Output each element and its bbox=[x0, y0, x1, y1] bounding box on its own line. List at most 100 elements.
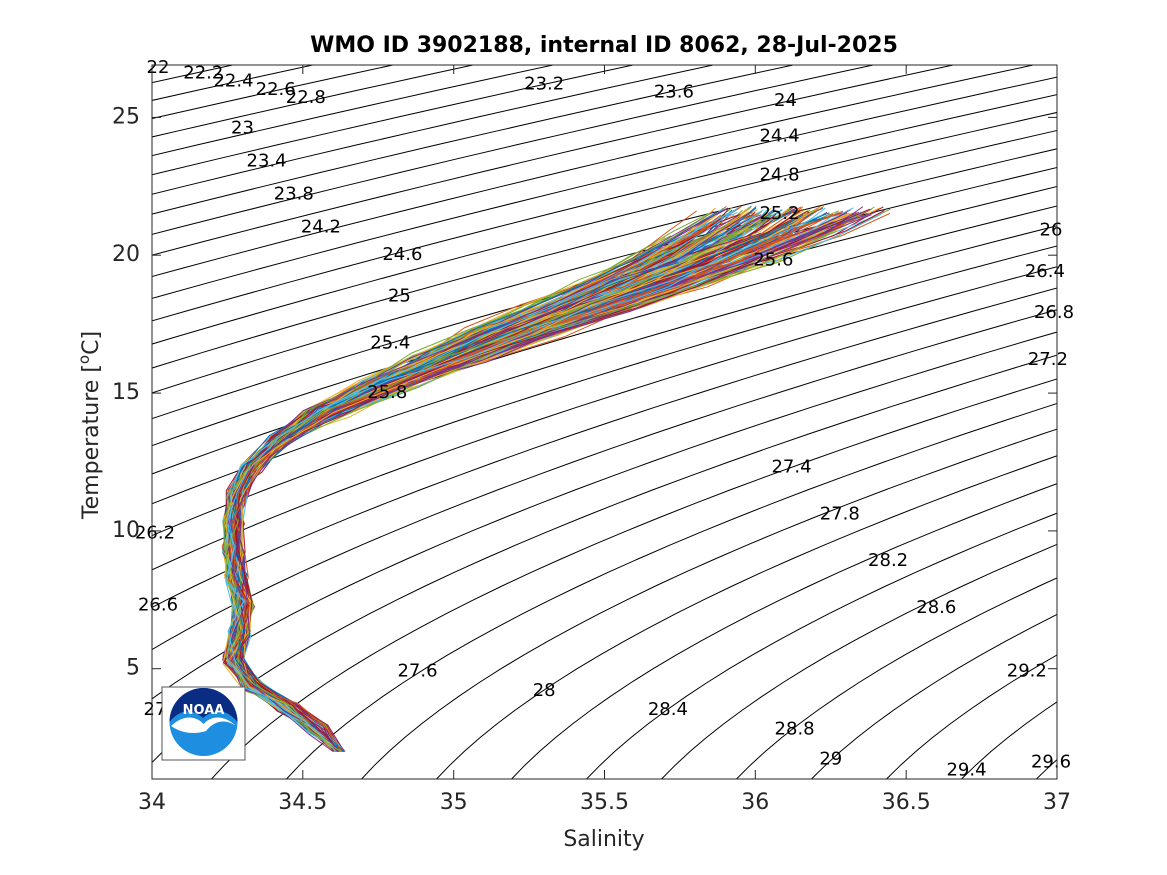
y-axis-label: Temperature [oC] bbox=[75, 331, 104, 520]
isopycnal-label: 24 bbox=[774, 90, 797, 111]
isopycnal-line bbox=[152, 354, 1057, 764]
profile-line bbox=[225, 279, 648, 752]
isopycnal-label: 27.2 bbox=[1028, 349, 1068, 370]
isopycnal-label: 22.2 bbox=[183, 62, 223, 83]
isopycnal-line bbox=[735, 577, 1057, 779]
isopycnal-label: 23.4 bbox=[247, 151, 287, 172]
isopycnal-line bbox=[152, 309, 1057, 651]
density-contour-labels: 22 22.222.4 22.622.8 23 23.2 23.4 23.6 23.8 24 24… bbox=[135, 57, 1074, 781]
noaa-logo-text: NOAA bbox=[183, 703, 225, 718]
isopycnal-label: 25.8 bbox=[367, 382, 407, 403]
isopycnal-label: 22.6 bbox=[256, 79, 296, 100]
isopycnal-label: 28.8 bbox=[775, 718, 815, 739]
y-axis-label-unit: C] bbox=[79, 331, 104, 355]
profile-line bbox=[235, 208, 870, 752]
isopycnal-label: 24.8 bbox=[759, 164, 799, 185]
isopycnal-label: 27 bbox=[144, 699, 167, 720]
isopycnal-line bbox=[152, 287, 1057, 608]
isopycnal-label: 26.8 bbox=[1034, 302, 1074, 323]
isopycnal-label: 28.6 bbox=[916, 597, 956, 618]
x-tick-label: 35 bbox=[440, 790, 468, 815]
x-axis-ticks: 34 34.5 35 35.5 36 36.5 37 bbox=[138, 65, 1071, 815]
isopycnal-label: 23.2 bbox=[524, 73, 564, 94]
isopycnal-label: 23 bbox=[231, 117, 254, 138]
y-tick-label: 15 bbox=[112, 380, 140, 405]
isopycnal-line bbox=[152, 65, 796, 215]
chart-title: WMO ID 3902188, internal ID 8062, 28-Jul… bbox=[310, 33, 898, 58]
isopycnal-line bbox=[210, 378, 1057, 779]
isopycnal-label: 29.6 bbox=[1031, 752, 1071, 773]
profile-line bbox=[224, 205, 822, 752]
isopycnal-label: 28.2 bbox=[868, 550, 908, 571]
isopycnal-line bbox=[510, 483, 1057, 779]
profile-line bbox=[229, 215, 717, 752]
isopycnal-label: 26.2 bbox=[135, 523, 175, 544]
isopycnal-label: 25 bbox=[388, 286, 411, 307]
isopycnal-label: 29 bbox=[819, 749, 842, 770]
y-axis-label-main: Temperature [ bbox=[79, 364, 104, 520]
isopycnal-line bbox=[152, 129, 1057, 369]
isopycnal-label: 25.6 bbox=[753, 250, 793, 271]
isopycnal-line bbox=[152, 65, 956, 256]
isopycnal-line bbox=[152, 331, 1057, 700]
isopycnal-label: 26.4 bbox=[1025, 261, 1065, 282]
isopycnal-line bbox=[152, 111, 1057, 345]
isopycnal-line bbox=[152, 65, 636, 176]
isopycnal-label: 29.4 bbox=[946, 760, 986, 781]
isopycnal-line bbox=[152, 148, 1057, 394]
isopycnal-line bbox=[152, 94, 1057, 322]
y-tick-label: 25 bbox=[112, 104, 140, 129]
isopycnal-label: 22.4 bbox=[213, 71, 253, 92]
isopycnal-line bbox=[435, 455, 1057, 779]
isopycnal-label: 24.2 bbox=[301, 217, 341, 238]
isopycnal-label: 27.8 bbox=[820, 503, 860, 524]
x-tick-label: 35.5 bbox=[580, 790, 629, 815]
isopycnal-line bbox=[152, 225, 1057, 505]
noaa-logo-bird-top bbox=[169, 688, 238, 722]
isopycnal-label: 26 bbox=[1040, 219, 1063, 240]
isopycnal-line bbox=[152, 65, 716, 195]
isopycnal-label: 29.2 bbox=[1007, 661, 1047, 682]
isopycnal-line bbox=[360, 428, 1057, 779]
isopycnal-label: 23.6 bbox=[654, 82, 694, 103]
y-tick-label: 5 bbox=[126, 656, 140, 681]
isopycnal-line bbox=[285, 403, 1057, 779]
noaa-logo-wave bbox=[171, 717, 236, 734]
y-axis-ticks: 5 10 15 20 25 bbox=[112, 104, 1057, 681]
isopycnal-label: 25.2 bbox=[759, 203, 799, 224]
isopycnal-label: 22 bbox=[147, 57, 170, 78]
isopycnal-line bbox=[152, 266, 1057, 571]
isopycnal-label: 22.8 bbox=[286, 87, 326, 108]
isopycnal-label: 24.6 bbox=[382, 244, 422, 265]
isopycnal-line bbox=[152, 186, 1057, 447]
noaa-logo: NOAA bbox=[161, 686, 246, 761]
x-tick-label: 34.5 bbox=[278, 790, 327, 815]
isopycnal-line bbox=[885, 654, 1057, 779]
isopycnal-line bbox=[810, 613, 1057, 779]
isopycnal-line bbox=[152, 65, 1036, 278]
x-tick-label: 36 bbox=[741, 790, 769, 815]
profile-lines bbox=[221, 205, 891, 752]
y-tick-label: 10 bbox=[112, 518, 140, 543]
x-tick-label: 34 bbox=[138, 790, 166, 815]
isopycnal-line bbox=[660, 543, 1057, 779]
x-tick-label: 37 bbox=[1043, 790, 1071, 815]
isopycnal-label: 27.6 bbox=[397, 661, 437, 682]
isopycnal-label: 28 bbox=[533, 680, 556, 701]
isopycnal-label: 28.4 bbox=[648, 699, 688, 720]
isopycnal-label: 26.6 bbox=[138, 594, 178, 615]
isopycnal-line bbox=[152, 76, 1057, 299]
isopycnal-line bbox=[585, 512, 1057, 779]
isopycnal-label: 25.4 bbox=[370, 332, 410, 353]
y-tick-label: 20 bbox=[112, 242, 140, 267]
isopycnal-label: 27.4 bbox=[771, 457, 811, 478]
x-axis-label: Salinity bbox=[563, 827, 644, 852]
x-tick-label: 36.5 bbox=[882, 790, 931, 815]
profile-line bbox=[224, 209, 736, 752]
isopycnal-label: 24.4 bbox=[759, 126, 799, 147]
density-contours bbox=[152, 65, 1057, 779]
y-axis-label-superscript: o bbox=[75, 355, 93, 364]
profile-line bbox=[225, 213, 824, 752]
isopycnal-line bbox=[152, 245, 1057, 537]
